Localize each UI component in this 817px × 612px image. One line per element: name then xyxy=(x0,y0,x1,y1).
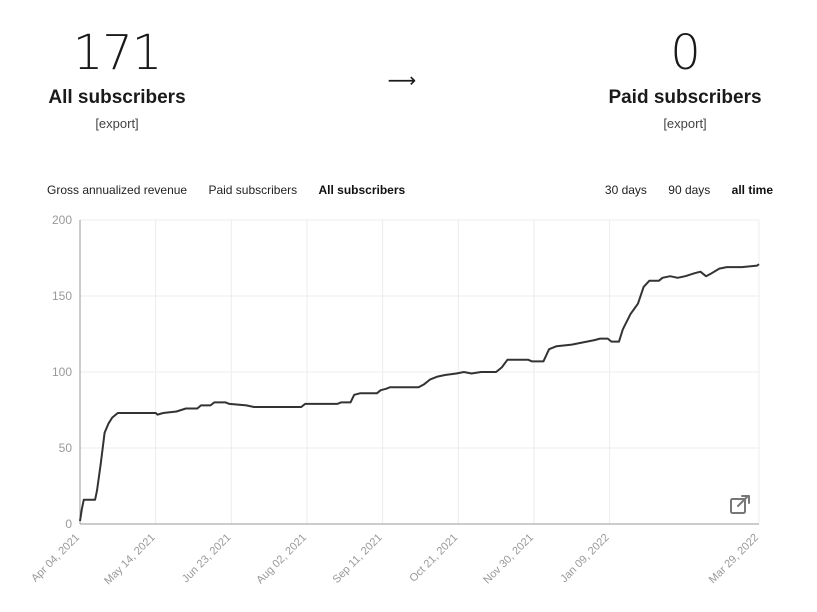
x-tick-label: Mar 29, 2022 xyxy=(707,532,761,586)
x-tick-label: Aug 02, 2021 xyxy=(254,532,309,587)
all-subscribers-stat: 171 All subscribers [export] xyxy=(46,26,188,133)
tab-gross-annualized-revenue[interactable]: Gross annualized revenue xyxy=(47,183,188,197)
x-tick-label: Jan 09, 2022 xyxy=(558,532,611,585)
y-tick-label: 100 xyxy=(52,365,72,379)
y-tick-label: 150 xyxy=(52,289,72,303)
tab-paid-subscribers[interactable]: Paid subscribers xyxy=(208,183,298,197)
arrow-right-icon: ⟶ xyxy=(387,70,417,92)
paid-subscribers-count: 0 xyxy=(670,25,701,81)
range-90-days[interactable]: 90 days xyxy=(668,183,711,197)
y-tick-label: 50 xyxy=(59,441,73,455)
all-subscribers-label: All subscribers xyxy=(48,87,186,108)
y-tick-label: 200 xyxy=(52,213,72,227)
time-range-tabs: 30 days 90 days all time xyxy=(605,183,773,197)
x-tick-label: May 14, 2021 xyxy=(102,532,158,588)
metric-tabs: Gross annualized revenue Paid subscriber… xyxy=(47,183,423,197)
paid-subscribers-stat: 0 Paid subscribers [export] xyxy=(606,26,764,133)
range-all-time[interactable]: all time xyxy=(731,183,773,197)
x-tick-label: Apr 04, 2021 xyxy=(29,532,82,585)
tab-all-subscribers[interactable]: All subscribers xyxy=(318,183,406,197)
x-tick-label: Nov 30, 2021 xyxy=(481,532,536,587)
paid-subscribers-export-link[interactable]: [export] xyxy=(663,116,707,131)
range-30-days[interactable]: 30 days xyxy=(604,183,647,197)
series-line-all-subscribers xyxy=(79,263,760,522)
external-link-icon[interactable] xyxy=(729,494,751,516)
y-tick-label: 0 xyxy=(65,517,72,531)
paid-subscribers-label: Paid subscribers xyxy=(608,87,762,108)
all-subscribers-export-link[interactable]: [export] xyxy=(95,116,139,131)
x-tick-label: Oct 21, 2021 xyxy=(407,532,460,585)
all-subscribers-count: 171 xyxy=(72,25,163,81)
x-tick-label: Sep 11, 2021 xyxy=(331,532,385,586)
x-tick-label: Jun 23, 2021 xyxy=(180,532,233,585)
